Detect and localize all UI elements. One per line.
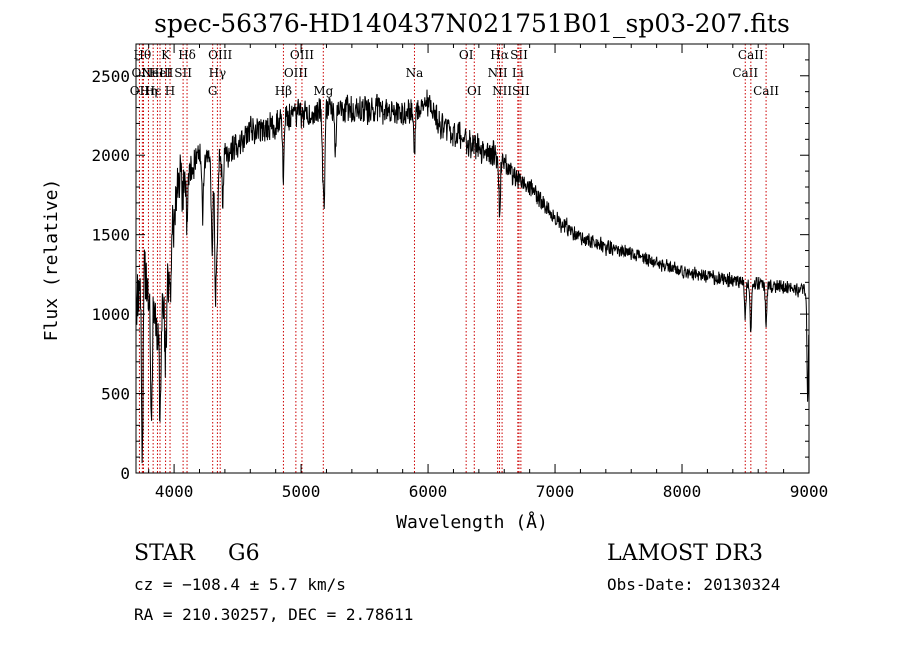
marker-label: Hβ (275, 84, 292, 98)
marker-label: K (161, 48, 171, 62)
line-markers: OIIHθOIIIHηHεNeIIIHeIKHSIIHδGHγOIIIHβOII… (130, 44, 779, 473)
marker-label: OII (130, 84, 150, 98)
marker-label: CaII (732, 66, 758, 80)
marker-label: SII (512, 84, 530, 98)
y-tick-label: 0 (120, 464, 130, 483)
marker-label: OI (467, 84, 482, 98)
obs-date: Obs-Date: 20130324 (607, 575, 780, 594)
marker-label: Hδ (178, 48, 196, 62)
y-tick-label: 1500 (91, 226, 130, 245)
survey-name: LAMOST DR3 (607, 541, 763, 566)
plot-frame (135, 43, 810, 474)
y-tick-label: 1000 (91, 305, 130, 324)
x-axis-label: Wavelength (Å) (396, 511, 548, 533)
marker-label: HeI (149, 66, 172, 80)
marker-label: Na (406, 66, 424, 80)
marker-label: OIII (131, 66, 155, 80)
x-tick-label: 5000 (282, 482, 321, 501)
spectrum-layer (135, 89, 810, 464)
marker-label: NII (492, 84, 512, 98)
marker-label: H (165, 84, 175, 98)
marker-label: Hε (145, 84, 162, 98)
spectral-subclass: G6 (228, 541, 260, 566)
y-axis: 0 500 1000 1500 2000 2500 (91, 59, 809, 483)
x-tick-label: 6000 (409, 482, 448, 501)
x-tick-label: 7000 (536, 482, 575, 501)
x-tick-label: 8000 (663, 482, 702, 501)
marker-label: Hγ (209, 66, 227, 80)
object-type: STAR (134, 541, 196, 566)
y-tick-label: 2500 (91, 67, 130, 86)
coordinates: RA = 210.30257, DEC = 2.78611 (134, 605, 413, 624)
y-axis-label: Flux (relative) (41, 179, 62, 342)
marker-label: SII (510, 48, 528, 62)
x-tick-label: 9000 (790, 482, 829, 501)
marker-label: OIII (290, 48, 314, 62)
y-tick-label: 2000 (91, 146, 130, 165)
marker-label: SII (174, 66, 192, 80)
marker-label: CaII (738, 48, 764, 62)
spectrum-line (135, 89, 810, 464)
marker-label: OI (459, 48, 474, 62)
x-axis: 4000 5000 6000 7000 8000 9000 (148, 44, 829, 501)
marker-label: CaII (753, 84, 779, 98)
marker-label: G (208, 84, 218, 98)
marker-label: Hα (490, 48, 509, 62)
marker-label: NII (488, 66, 508, 80)
chart-title: spec-56376-HD140437N021751B01_sp03-207.f… (154, 9, 790, 38)
marker-label: OIII (284, 66, 308, 80)
marker-label: Mg (313, 84, 333, 98)
redshift-readout: cz = −108.4 ± 5.7 km/s (134, 575, 346, 594)
marker-label: Hθ (133, 48, 151, 62)
x-tick-label: 4000 (155, 482, 194, 501)
marker-label: OIII (208, 48, 232, 62)
marker-label: Li (512, 66, 524, 80)
y-tick-label: 500 (101, 385, 130, 404)
